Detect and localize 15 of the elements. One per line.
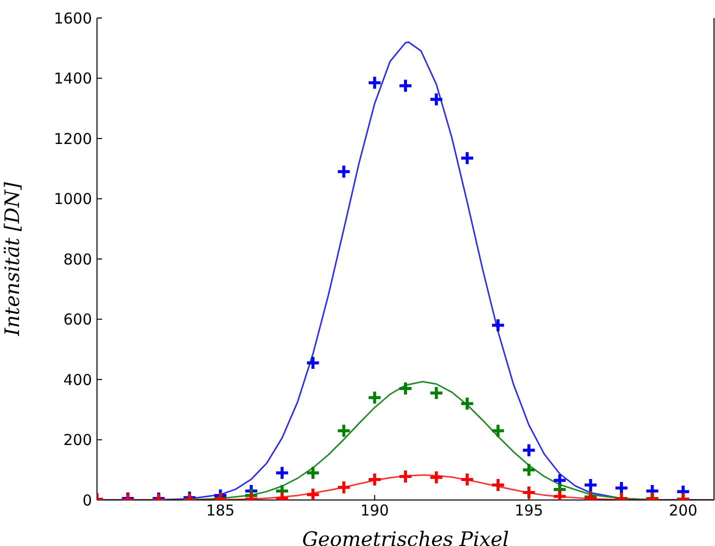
y-tick-label: 200 bbox=[63, 431, 92, 450]
y-tick-label: 1600 bbox=[54, 9, 92, 28]
y-tick-label: 0 bbox=[82, 491, 92, 510]
x-axis-title: Geometrisches Pixel bbox=[302, 527, 509, 546]
y-tick-label: 1200 bbox=[54, 130, 92, 148]
x-tick-label: 185 bbox=[206, 502, 235, 520]
x-tick-label: 200 bbox=[668, 502, 698, 520]
y-tick-label: 400 bbox=[63, 370, 92, 389]
y-tick-label: 800 bbox=[63, 250, 92, 268]
y-tick-label: 1400 bbox=[54, 70, 92, 88]
y-tick-label: 600 bbox=[63, 310, 92, 329]
y-tick-label: 1000 bbox=[54, 190, 92, 208]
y-axis-title: Intensität [DN] bbox=[0, 182, 24, 337]
x-tick-label: 190 bbox=[360, 502, 389, 520]
x-tick-label: 195 bbox=[514, 502, 544, 520]
